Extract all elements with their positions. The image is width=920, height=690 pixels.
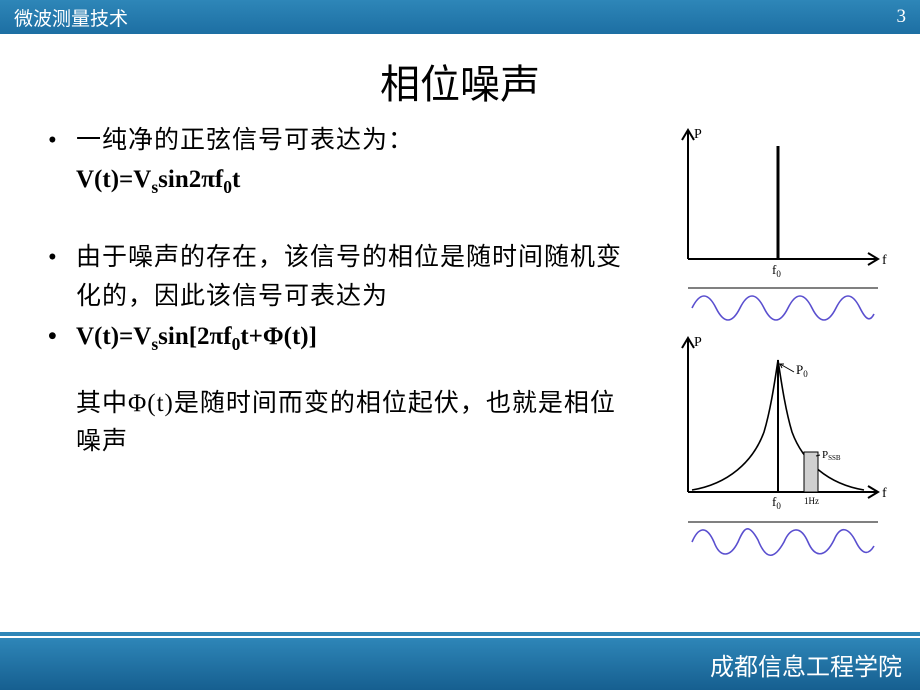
bullet-3: 其中Φ(t)是随时间而变的相位起伏，也就是相位噪声 <box>48 385 638 463</box>
figure-noisy-spectrum: P f P0 PSSB 1Hz f0 <box>648 332 900 562</box>
figure-column: P f f0 P <box>648 120 900 632</box>
fig2-f0: f0 <box>772 494 781 511</box>
eq1-mid: sin2πf <box>158 166 223 193</box>
fig1-sine <box>692 296 874 320</box>
fig2-ssb-box <box>804 452 818 492</box>
eq2-mid: sin[2πf <box>158 323 231 350</box>
course-title: 微波测量技术 <box>14 4 128 31</box>
bullet-2: 由于噪声的存在，该信号的相位是随时间随机变化的，因此该信号可表达为 <box>48 239 638 317</box>
fig2-p0: P0 <box>796 362 808 379</box>
fig2-pssb: PSSB <box>822 449 841 462</box>
eq2-pre: V(t)=V <box>76 323 151 350</box>
eq1-pre: V(t)=V <box>76 166 151 193</box>
footer-band-main: 成都信息工程学院 <box>0 638 920 690</box>
fig2-sine <box>692 529 874 555</box>
fig2-1hz: 1Hz <box>804 496 819 506</box>
footer-band-top <box>0 632 920 636</box>
equation-2: V(t)=Vssin[2πf0t+Φ(t)] <box>48 318 638 358</box>
institution: 成都信息工程学院 <box>710 647 902 682</box>
content-area: 一纯净的正弦信号可表达为： V(t)=Vssin2πf0t 由于噪声的存在，该信… <box>0 120 920 632</box>
slide-root: 微波测量技术 3 相位噪声 一纯净的正弦信号可表达为： V(t)=Vssin2π… <box>0 0 920 690</box>
text-column: 一纯净的正弦信号可表达为： V(t)=Vssin2πf0t 由于噪声的存在，该信… <box>48 120 648 632</box>
eq1-sub-0: 0 <box>223 177 232 197</box>
fig1-f0: f0 <box>772 262 781 279</box>
figure-ideal-spectrum: P f f0 <box>648 124 900 324</box>
eq2-post: t+Φ(t)] <box>240 323 317 350</box>
bullet-1: 一纯净的正弦信号可表达为： <box>48 122 638 161</box>
fig2-ylabel: P <box>694 335 702 350</box>
slide-title: 相位噪声 <box>0 52 920 110</box>
fig1-ylabel: P <box>694 127 702 142</box>
slide-footer: 成都信息工程学院 <box>0 632 920 690</box>
page-number: 3 <box>897 6 907 28</box>
slide-header: 微波测量技术 3 <box>0 0 920 34</box>
fig1-xlabel: f <box>882 253 887 268</box>
equation-1: V(t)=Vssin2πf0t <box>48 161 638 201</box>
fig2-xlabel: f <box>882 486 887 501</box>
eq1-post: t <box>232 166 240 193</box>
